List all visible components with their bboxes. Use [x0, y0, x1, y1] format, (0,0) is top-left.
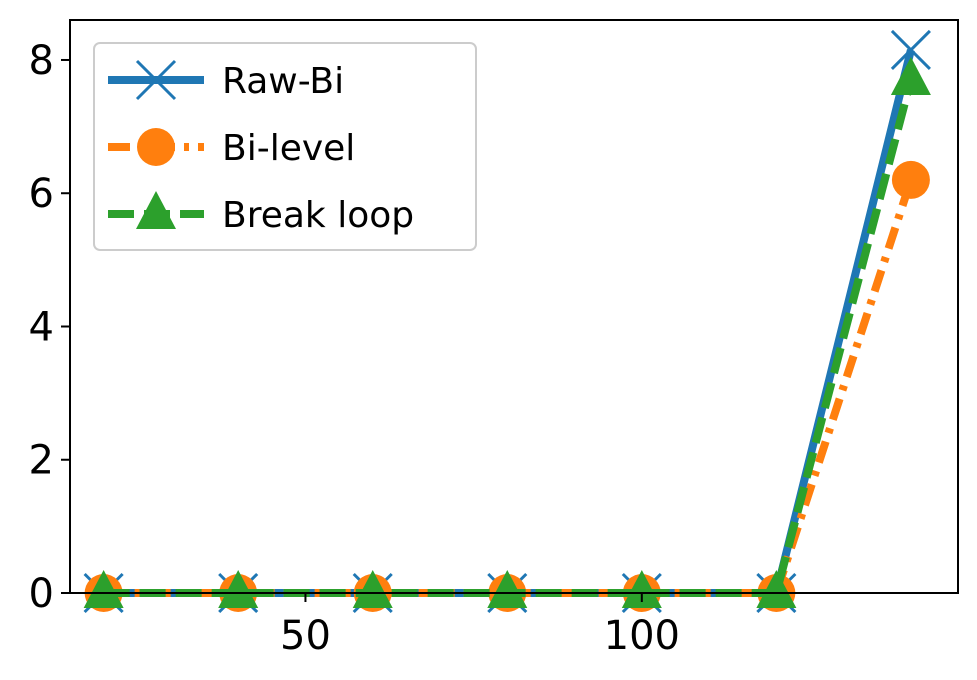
- series-2-point-1: [218, 570, 259, 608]
- series-0-point-6: [890, 29, 931, 71]
- legend-label-2: Break loop: [222, 195, 414, 236]
- y-tick-label-1: 2: [29, 438, 54, 484]
- legend-swatch-marker-1: [137, 128, 175, 166]
- y-tick-label-3: 6: [29, 171, 54, 217]
- legend-entry-0: Raw-Bi: [108, 59, 344, 102]
- y-tick-label-2: 4: [29, 304, 54, 350]
- ticks-layer: 50 100 0 2 4 6 8: [29, 38, 680, 659]
- series-2-point-6: [890, 56, 931, 95]
- legend-label-0: Raw-Bi: [222, 61, 344, 102]
- x-tick-label-0: 50: [280, 613, 331, 659]
- axes-frame: [69, 19, 959, 594]
- legend-label-1: Bi-level: [222, 128, 355, 169]
- x-tick-label-1: 100: [604, 613, 680, 659]
- y-tick-label-0: 0: [29, 571, 54, 617]
- series-2-point-2: [352, 570, 393, 608]
- legend-entry-2: Break loop: [108, 191, 414, 236]
- legend-swatch-marker-2: [136, 191, 176, 229]
- series-2-point-3: [487, 570, 528, 608]
- legend-box: [93, 42, 477, 251]
- series-2-point-0: [83, 570, 124, 608]
- legend-swatch-marker-0: [135, 59, 177, 101]
- series-1-point-6: [891, 160, 930, 199]
- legend-entry-1: Bi-level: [108, 128, 355, 169]
- y-tick-label-4: 8: [29, 38, 54, 84]
- legend: Raw-Bi Bi-level Break loop: [93, 42, 477, 251]
- series-2-point-5: [756, 570, 797, 608]
- series-2-point-4: [621, 570, 662, 608]
